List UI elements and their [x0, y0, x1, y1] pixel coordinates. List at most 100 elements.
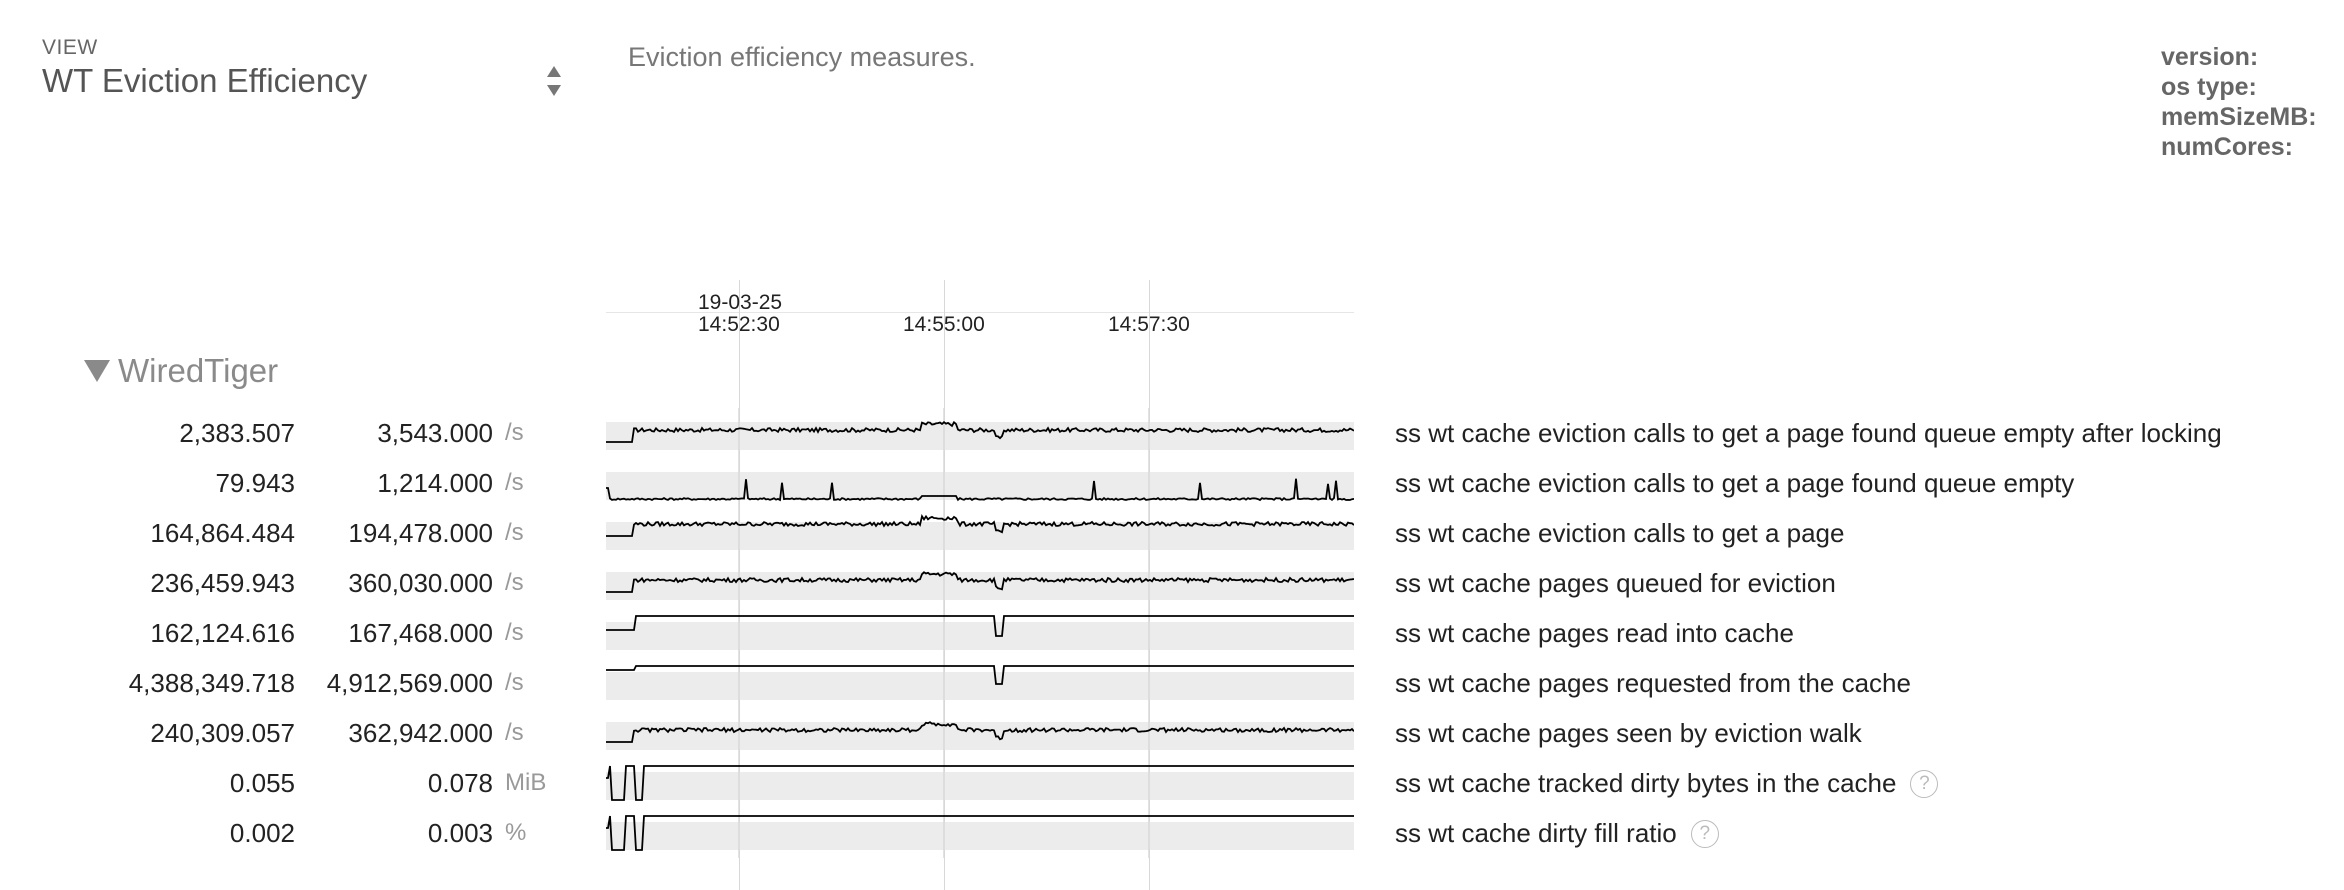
metric-unit: %: [505, 819, 527, 846]
metric-unit: /s: [505, 419, 524, 446]
sparkline[interactable]: [606, 758, 1354, 808]
view-description: Eviction efficiency measures.: [628, 42, 976, 72]
metric-row: 0.055 0.078 MiB ss wt cache tracked dirty b…: [0, 758, 2344, 808]
tick-label: 14:55:00: [903, 313, 985, 336]
metric-max: 1,214.000: [377, 468, 493, 498]
metric-name[interactable]: ss wt cache dirty fill ratio?: [1395, 818, 1719, 849]
metric-unit: /s: [505, 469, 524, 496]
sparkline-trace: [606, 721, 1354, 743]
metric-avg: 236,459.943: [150, 568, 295, 598]
sparkline[interactable]: [606, 408, 1354, 458]
sparkline[interactable]: [606, 658, 1354, 708]
metric-row: 79.943 1,214.000/s ss wt cache eviction ca…: [0, 458, 2344, 508]
host-meta: version: os type: memSizeMB: numCores:: [2161, 42, 2317, 162]
metric-name[interactable]: ss wt cache eviction calls to get a page…: [1395, 468, 2074, 499]
metric-max: 4,912,569.000: [326, 668, 493, 698]
sparkline-trace: [606, 514, 1354, 537]
num-cores-label: numCores:: [2161, 133, 2293, 161]
sparkline-trace: [606, 765, 1354, 801]
metric-label: ss wt cache eviction calls to get a page: [1395, 518, 1845, 548]
metric-label: ss wt cache eviction calls to get a page…: [1395, 468, 2075, 498]
metric-row: 236,459.943 360,030.000/s ss wt cache page…: [0, 558, 2344, 608]
metric-name[interactable]: ss wt cache pages seen by eviction walk: [1395, 718, 1862, 749]
metric-unit: /s: [505, 569, 524, 596]
tick-label: 14:52:30: [698, 313, 780, 336]
select-arrows-icon: [547, 66, 561, 96]
metric-avg: 0.002: [229, 818, 295, 848]
metric-row: 164,864.484 194,478.000/s ss wt cache evic…: [0, 508, 2344, 558]
metric-max: 167,468.000: [348, 618, 493, 648]
metric-avg: 240,309.057: [150, 718, 295, 748]
metric-avg: 162,124.616: [150, 618, 295, 648]
metric-row: 162,124.616 167,468.000/s ss wt cache page…: [0, 608, 2344, 658]
metric-row: 4,388,349.718 4,912,569.000/s ss wt cache …: [0, 658, 2344, 708]
metric-max: 0.078: [427, 768, 493, 798]
view-label: VIEW: [42, 36, 98, 59]
sparkline[interactable]: [606, 458, 1354, 508]
metric-row: 2,383.507 3,543.000/s ss wt cache eviction…: [0, 408, 2344, 458]
sparkline-band: [606, 472, 1354, 500]
sparkline-band: [606, 522, 1354, 550]
help-icon[interactable]: ?: [1690, 819, 1719, 848]
sparkline[interactable]: [606, 608, 1354, 658]
tick-label: 14:57:30: [1108, 313, 1190, 336]
sparkline-band: [606, 772, 1354, 800]
metric-max: 360,030.000: [348, 568, 493, 598]
help-icon[interactable]: ?: [1910, 769, 1939, 798]
sparkline-trace: [606, 615, 1354, 637]
sparkline-band: [606, 572, 1354, 600]
metric-name[interactable]: ss wt cache tracked dirty bytes in the c…: [1395, 768, 1939, 799]
sparkline-band: [606, 722, 1354, 750]
metric-unit: /s: [505, 719, 524, 746]
metric-name[interactable]: ss wt cache eviction calls to get a page: [1395, 518, 1844, 549]
metric-max: 0.003: [427, 818, 493, 848]
metric-unit: /s: [505, 519, 524, 546]
metric-avg: 2,383.507: [179, 418, 295, 448]
sparkline-trace: [606, 420, 1354, 443]
view-selected-value: WT Eviction Efficiency: [42, 62, 368, 99]
sparkline[interactable]: [606, 558, 1354, 608]
sparkline-band: [606, 672, 1354, 700]
metric-avg: 0.055: [229, 768, 295, 798]
metric-avg: 164,864.484: [150, 518, 295, 548]
metric-label: ss wt cache tracked dirty bytes in the c…: [1395, 768, 1897, 798]
view-selector[interactable]: WT Eviction Efficiency: [42, 60, 562, 104]
metric-label: ss wt cache dirty fill ratio: [1395, 818, 1677, 848]
sparkline-trace: [606, 478, 1354, 502]
group-toggle-wiredtiger[interactable]: WiredTiger: [84, 352, 278, 390]
sparkline[interactable]: [606, 508, 1354, 558]
sparkline[interactable]: [606, 808, 1354, 858]
metric-max: 194,478.000: [348, 518, 493, 548]
timeline-top-border: [606, 312, 1354, 313]
version-label: version:: [2161, 43, 2259, 71]
sparkline[interactable]: [606, 708, 1354, 758]
metric-label: ss wt cache pages requested from the cac…: [1395, 668, 1911, 698]
sparkline-trace: [606, 665, 1354, 685]
sparkline-trace: [606, 571, 1354, 593]
metric-name[interactable]: ss wt cache pages queued for eviction: [1395, 568, 1836, 599]
metric-label: ss wt cache pages read into cache: [1395, 618, 1794, 648]
metric-unit: /s: [505, 669, 524, 696]
group-name: WiredTiger: [118, 352, 279, 389]
metric-avg: 79.943: [215, 468, 295, 498]
sparkline-trace: [606, 815, 1354, 851]
sparkline-band: [606, 622, 1354, 650]
timeline-date-label: 19-03-25: [698, 291, 783, 314]
metric-name[interactable]: ss wt cache eviction calls to get a page…: [1395, 418, 2222, 449]
metric-label: ss wt cache eviction calls to get a page…: [1395, 418, 2222, 448]
metric-row: 240,309.057 362,942.000/s ss wt cache page…: [0, 708, 2344, 758]
metric-max: 362,942.000: [348, 718, 493, 748]
metric-avg: 4,388,349.718: [128, 668, 295, 698]
os-type-label: os type:: [2161, 73, 2257, 101]
metric-max: 3,543.000: [377, 418, 493, 448]
metric-unit: MiB: [505, 769, 547, 796]
mem-size-label: memSizeMB:: [2161, 103, 2317, 131]
sparkline-band: [606, 822, 1354, 850]
sparkline-band: [606, 422, 1354, 450]
metric-label: ss wt cache pages queued for eviction: [1395, 568, 1836, 598]
metric-name[interactable]: ss wt cache pages requested from the cac…: [1395, 668, 1911, 699]
metric-label: ss wt cache pages seen by eviction walk: [1395, 718, 1862, 748]
expand-triangle-icon: [84, 360, 110, 382]
metric-name[interactable]: ss wt cache pages read into cache: [1395, 618, 1794, 649]
metric-row: 0.002 0.003% ss wt cache dirty fill ratio?: [0, 808, 2344, 858]
